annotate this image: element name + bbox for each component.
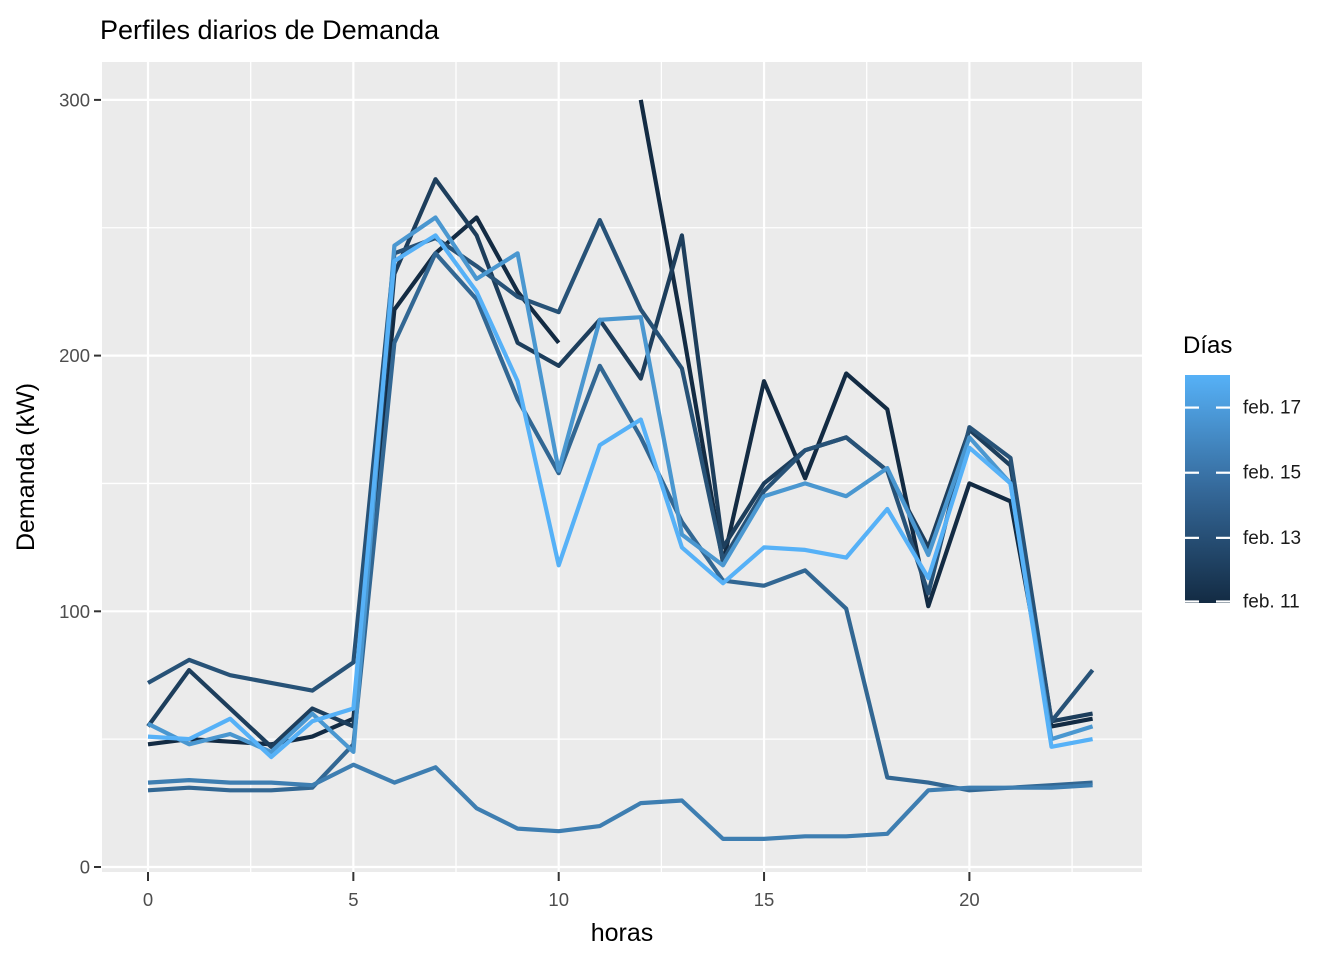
legend-title: Días: [1183, 332, 1232, 359]
y-axis-tick-label: 0: [80, 857, 90, 878]
legend-colorbar: Días feb. 17 feb. 15 feb. 13 feb. 11: [1183, 332, 1301, 613]
y-axis-tick-label: 100: [59, 601, 90, 622]
x-axis-tick-label: 10: [548, 889, 569, 910]
y-axis-tick-label: 300: [59, 89, 90, 110]
series-lines: [146, 99, 1095, 841]
legend-gradient-bar: [1185, 375, 1230, 603]
y-axis-tick-label: 200: [59, 345, 90, 366]
gridlines-minor: [102, 62, 1142, 872]
plot-panel: [102, 62, 1142, 872]
legend-tick-marks: [1185, 406, 1230, 603]
x-axis-tick-label: 15: [754, 889, 775, 910]
line-feb-16: [147, 215, 1094, 754]
line-feb-12: [146, 177, 1093, 749]
line-feb-15: [147, 762, 1093, 841]
x-axis-title: horas: [591, 919, 654, 947]
legend-tick-label: feb. 17: [1243, 398, 1301, 419]
legend-tick-label: feb. 13: [1243, 528, 1301, 549]
legend-tick-label: feb. 11: [1243, 592, 1300, 613]
x-axis-tick-label: 5: [348, 889, 358, 910]
line-feb-14: [147, 251, 1093, 793]
x-axis-tick-label: 20: [959, 889, 980, 910]
chart-title: Perfiles diarios de Demanda: [100, 15, 440, 45]
line-feb-13: [146, 218, 1095, 724]
axis-tick-marks: [94, 98, 971, 881]
legend-tick-labels: feb. 17 feb. 15 feb. 13 feb. 11: [1243, 398, 1301, 613]
x-axis-tick-label: 0: [143, 889, 153, 910]
line-feb-17: [147, 233, 1093, 760]
legend-tick-label: feb. 15: [1243, 463, 1301, 484]
y-axis-title: Demanda (kW): [12, 383, 40, 551]
